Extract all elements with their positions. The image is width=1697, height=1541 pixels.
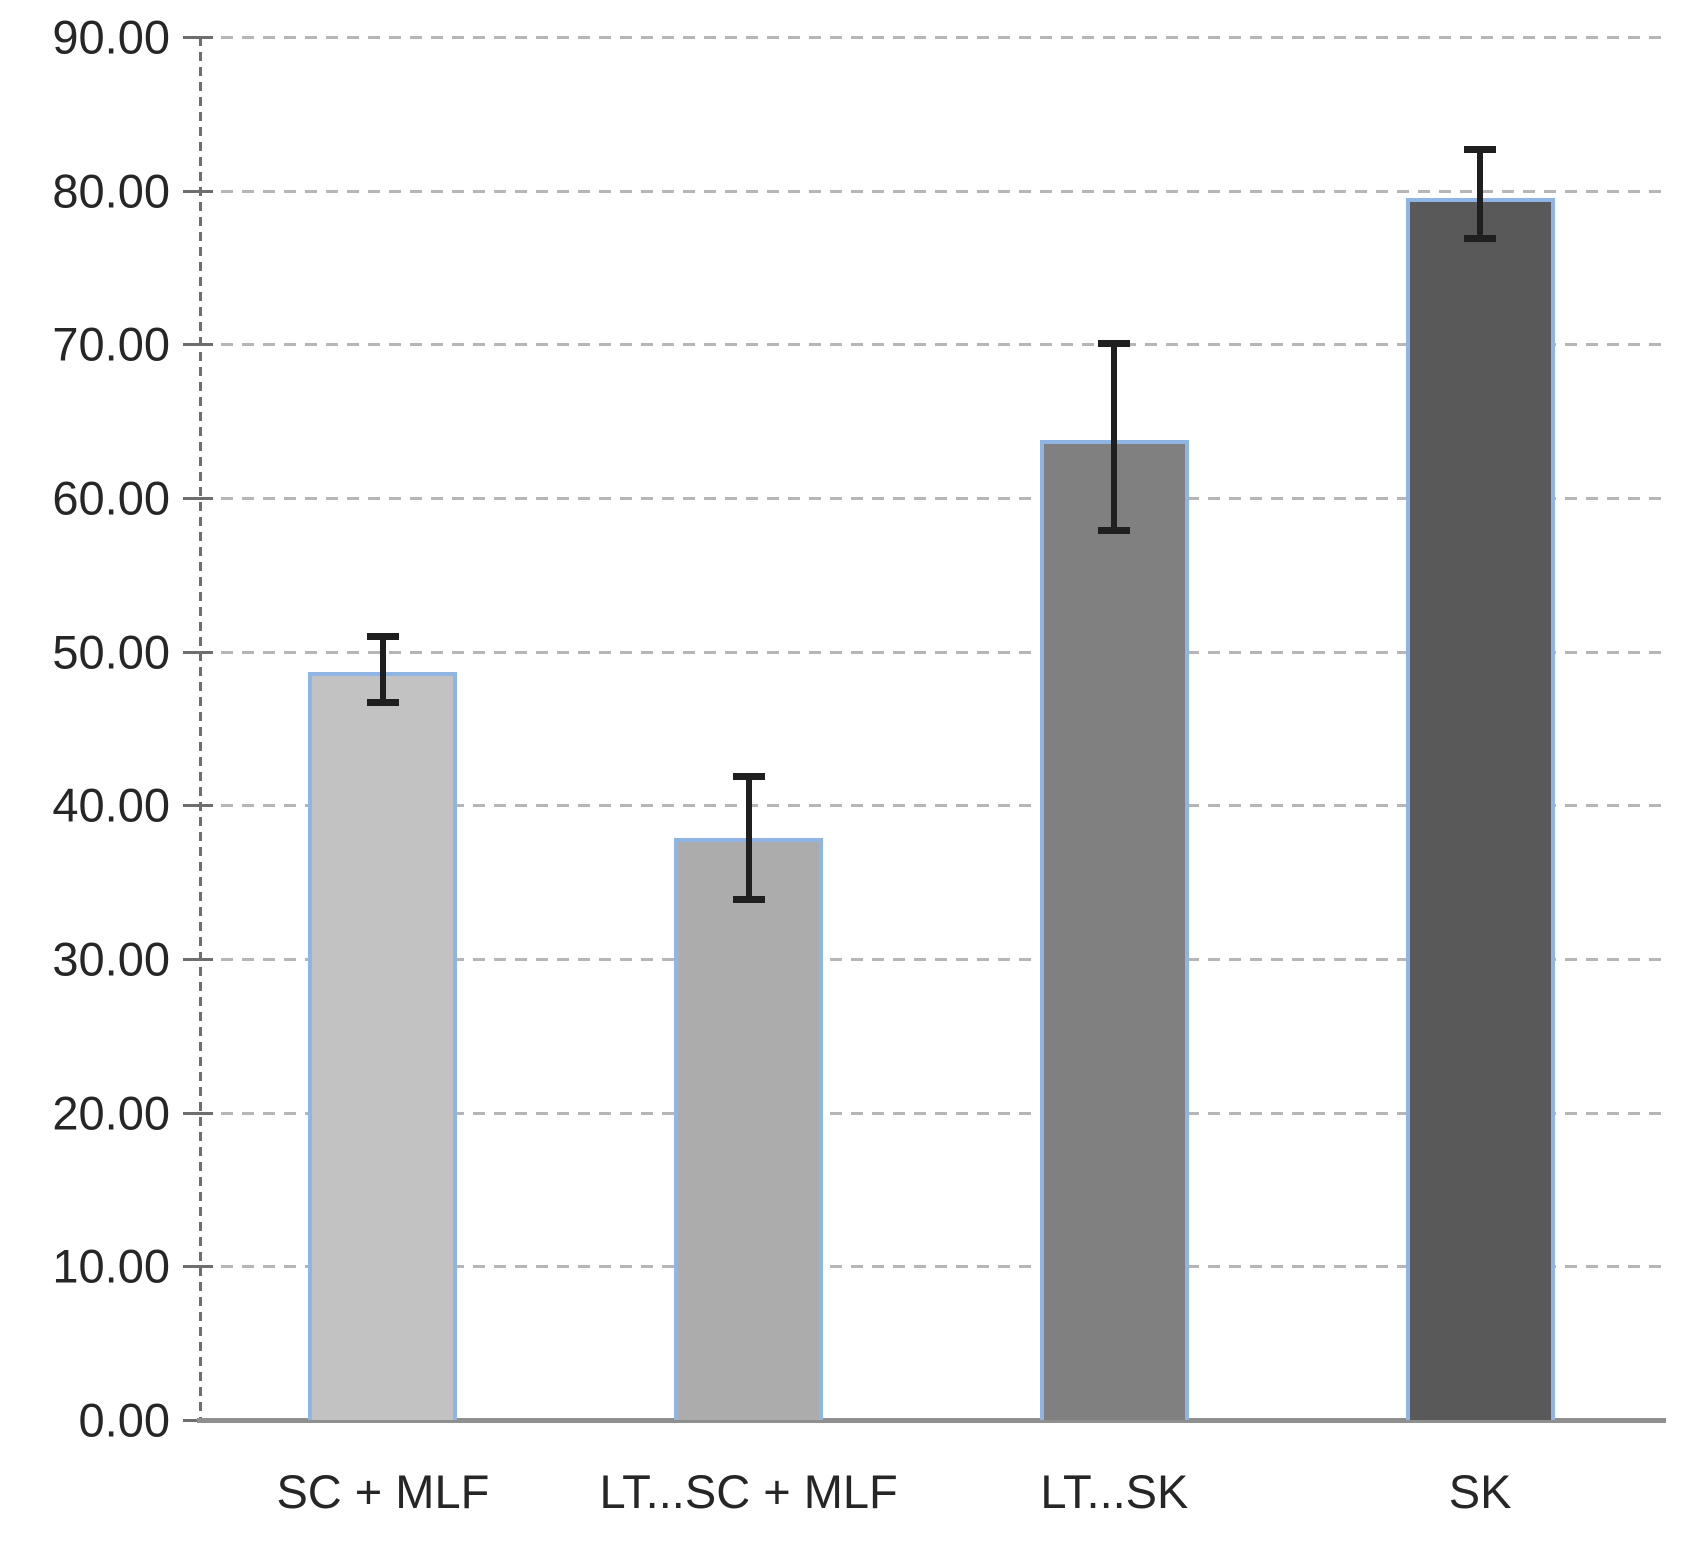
y-axis-tick-label: 90.00 [52, 10, 170, 64]
x-category-label: LT...SC + MLF [599, 1465, 898, 1518]
error-bar-cap-top [1464, 146, 1497, 154]
y-axis-tick [183, 36, 213, 39]
error-bar-cap-bottom [1464, 235, 1497, 243]
y-axis-tick [183, 804, 213, 808]
x-category-label: SK [1448, 1465, 1512, 1518]
y-axis-tick [183, 650, 213, 654]
y-axis-tick [183, 1265, 213, 1269]
gridline [200, 36, 1663, 39]
bar [1039, 439, 1189, 1420]
error-bar-cap-bottom [1098, 527, 1131, 535]
error-bar-line [379, 636, 386, 703]
x-axis-line [197, 1418, 1666, 1423]
gridline [200, 958, 1663, 961]
y-axis-tick-label: 30.00 [52, 932, 170, 986]
y-axis-tick-label: 20.00 [52, 1086, 170, 1140]
bar [1405, 198, 1555, 1420]
error-bar-cap-bottom [732, 896, 765, 904]
gridline [200, 497, 1663, 500]
error-bar-cap-top [1098, 339, 1131, 347]
y-axis-tick [183, 343, 213, 347]
x-category-label: LT...SK [1040, 1465, 1189, 1518]
y-axis-tick [183, 497, 213, 500]
gridline [200, 189, 1663, 193]
error-bar-line [1111, 342, 1118, 531]
bar [674, 837, 824, 1420]
gridline [200, 1265, 1663, 1269]
y-axis-tick [183, 958, 213, 961]
gridline [200, 1111, 1663, 1115]
error-bar-cap-bottom [366, 699, 399, 707]
error-bar-cap-top [366, 633, 399, 641]
gridline [200, 650, 1663, 654]
x-category-label: SC + MLF [276, 1465, 490, 1518]
y-axis-tick [183, 1111, 213, 1115]
y-axis-line [199, 37, 202, 1420]
bar [308, 671, 458, 1420]
error-bar-cap-top [732, 773, 765, 781]
gridline [200, 343, 1663, 347]
error-bar-line [745, 776, 752, 900]
y-axis-tick-label: 40.00 [52, 778, 170, 832]
y-axis-tick [183, 189, 213, 193]
gridline [200, 804, 1663, 808]
y-axis-tick-label: 50.00 [52, 625, 170, 679]
y-axis-tick-label: 0.00 [78, 1393, 170, 1447]
y-axis-tick-label: 60.00 [52, 471, 170, 525]
y-axis-tick-label: 70.00 [52, 317, 170, 371]
error-bar-line [1477, 149, 1484, 239]
y-axis-tick-label: 10.00 [52, 1239, 170, 1293]
y-axis-tick-label: 80.00 [52, 164, 170, 218]
